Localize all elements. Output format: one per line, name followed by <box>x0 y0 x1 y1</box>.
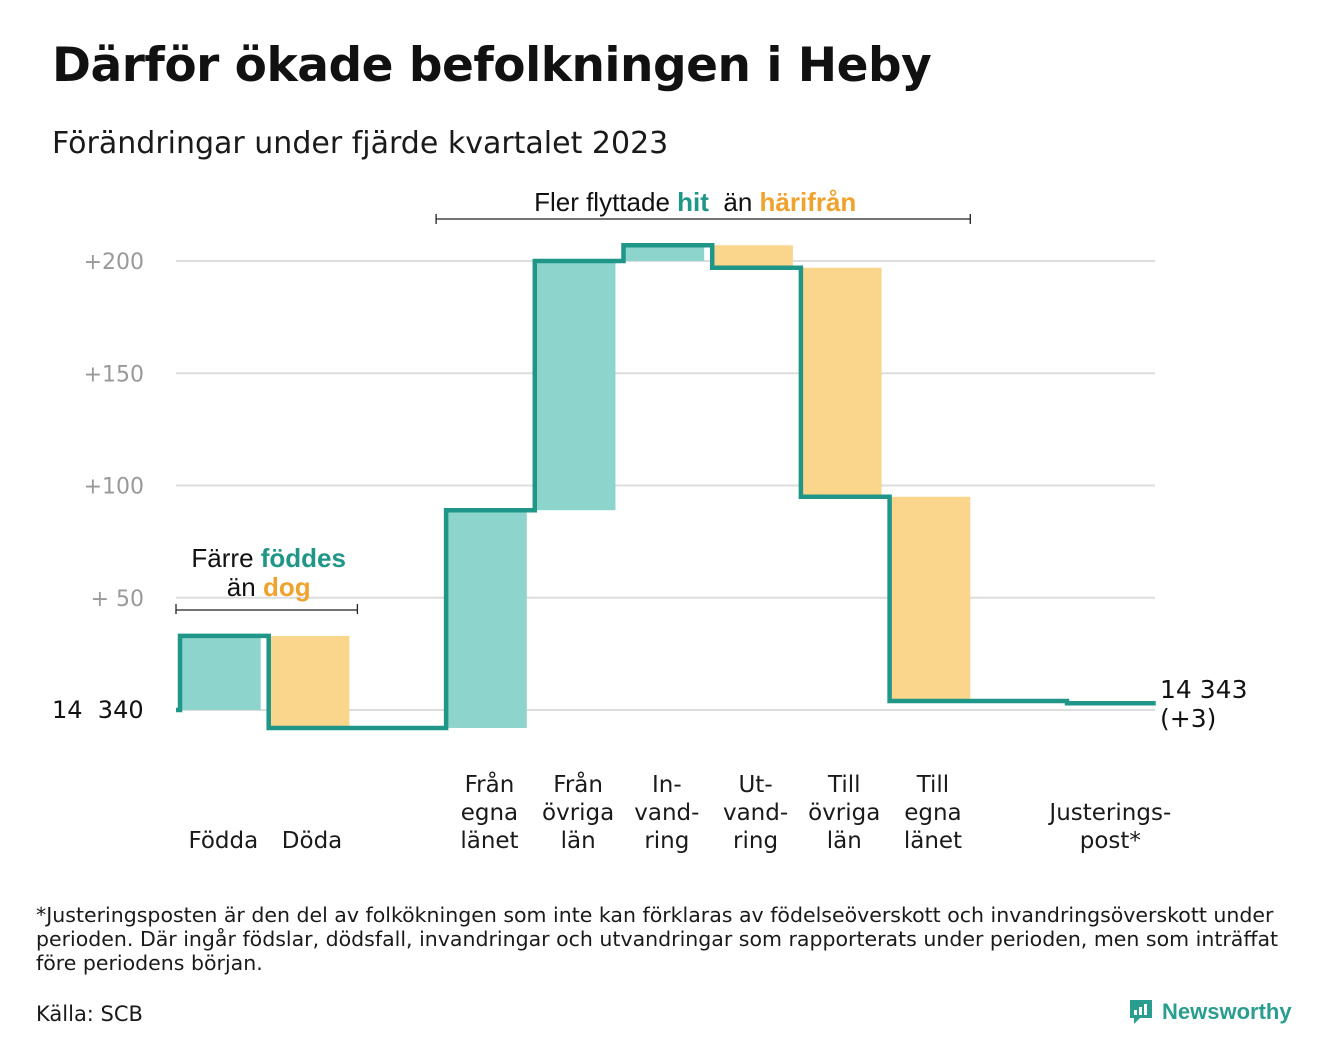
cumulative-line <box>176 243 1156 731</box>
waterfall-bar <box>712 245 793 268</box>
y-tick-label: +100 <box>84 475 144 500</box>
y-tick-label: + 50 <box>91 587 144 612</box>
y-tick-label: +150 <box>84 362 144 387</box>
end-change-label: (+3) <box>1160 704 1216 733</box>
bracket-births-deaths <box>175 604 359 614</box>
category-label: Justerings-post* <box>1047 800 1171 854</box>
category-label: In-vand-ring <box>634 772 699 854</box>
category-label: Ut-vand-ring <box>723 772 788 854</box>
category-label: Till egna länet <box>904 772 962 854</box>
category-label: Födda <box>188 828 258 854</box>
start-value-label: 14 340 <box>52 696 144 724</box>
category-label: Från egna länet <box>460 770 518 854</box>
bracket-migration <box>435 214 971 224</box>
annotation-migration: Fler flyttade hit än härifrån <box>534 187 856 217</box>
waterfall-chart: + 50 +100 +150 +200 14 340 14 343(+3) Födda Död… <box>52 187 1247 854</box>
waterfall-bar <box>534 261 616 511</box>
category-label: Från övriga län <box>542 770 614 854</box>
newsworthy-logo-icon <box>1130 1000 1152 1024</box>
waterfall-bar <box>446 510 527 728</box>
annotation-births-deaths-line2: än dog <box>227 572 311 602</box>
y-tick-label: +200 <box>84 250 144 275</box>
logo-text: Newsworthy <box>1162 999 1292 1024</box>
waterfall-bar <box>800 267 882 497</box>
newsworthy-logo[interactable]: Newsworthy <box>1128 998 1292 1026</box>
annotation-births-deaths-line1: Färre föddes <box>191 543 346 573</box>
footnote: *Justeringsposten är den del av folkökni… <box>36 903 1279 975</box>
category-label: Till övriga län <box>808 772 880 854</box>
waterfall-bar <box>889 496 971 702</box>
end-value-label: 14 343 <box>1160 675 1247 704</box>
waterfall-bar <box>268 635 350 728</box>
category-label: Döda <box>282 828 342 854</box>
waterfall-bar <box>623 245 705 261</box>
waterfall-bar <box>180 635 261 710</box>
page-subtitle: Förändringar under fjärde kvartalet 2023 <box>52 126 669 161</box>
source-label: Källa: SCB <box>36 1002 143 1026</box>
page-title: Därför ökade befolkningen i Heby <box>52 38 932 93</box>
